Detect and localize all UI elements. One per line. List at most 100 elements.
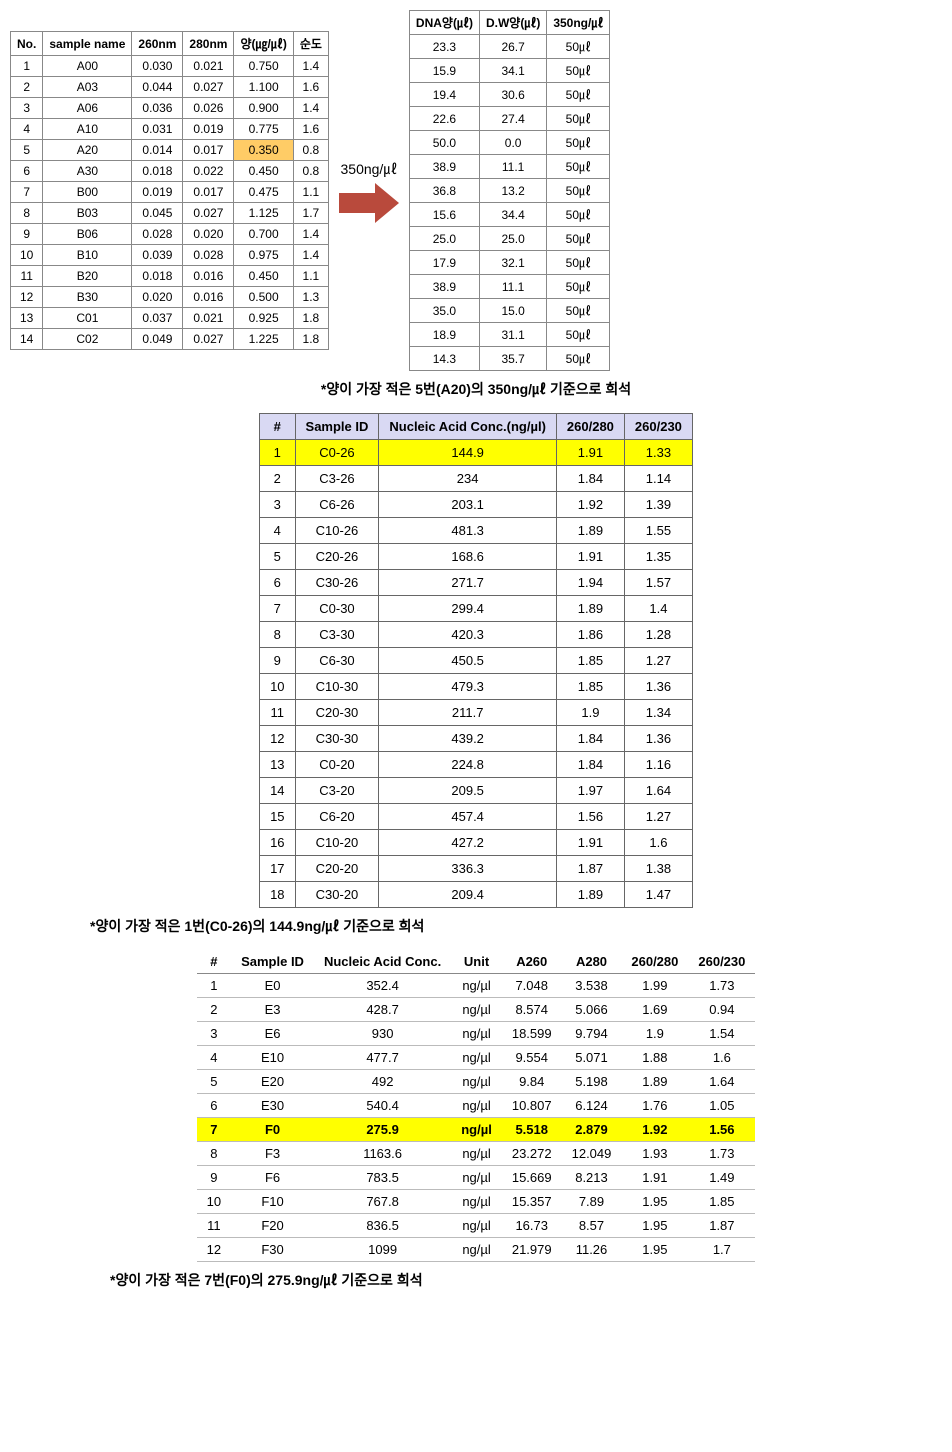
table-cell: 35.0 [409,299,479,323]
table-cell: C6-30 [295,648,379,674]
table-row: 3E6930ng/µl18.5999.7941.91.54 [197,1022,756,1046]
table-row: 16C10-20427.21.911.6 [260,830,693,856]
table-cell: ng/µl [451,1190,502,1214]
table-cell: A10 [43,119,132,140]
table-cell: 428.7 [314,998,451,1022]
table-cell: 14 [11,329,43,350]
table-row: 18C30-20209.41.891.47 [260,882,693,908]
table-cell: 14 [260,778,295,804]
table-cell: C0-26 [295,440,379,466]
table-cell: 6.124 [562,1094,622,1118]
table-cell: 50㎕ [547,299,610,323]
table-row: 17.932.150㎕ [409,251,609,275]
table-row: 23.326.750㎕ [409,35,609,59]
table-row: 2E3428.7ng/µl8.5745.0661.690.94 [197,998,756,1022]
table-row: 4A100.0310.0190.7751.6 [11,119,329,140]
table-cell: 1.89 [556,596,624,622]
column-header: # [197,950,231,974]
table-cell: 1.4 [293,56,328,77]
table-cell: 1.38 [624,856,692,882]
table-cell: 31.1 [479,323,546,347]
table-cell: ng/µl [451,1238,502,1262]
column-header: Nucleic Acid Conc.(ng/µl) [379,414,557,440]
table-cell: 0.019 [183,119,234,140]
table-cell: 1.69 [621,998,688,1022]
table-cell: 1.8 [293,308,328,329]
table-row: 3A060.0360.0260.9001.4 [11,98,329,119]
table-cell: 1.49 [688,1166,755,1190]
table-cell: E20 [231,1070,314,1094]
table-cell: C3-30 [295,622,379,648]
table-cell: 11.26 [562,1238,622,1262]
table-cell: C10-30 [295,674,379,700]
table-cell: 0.019 [132,182,183,203]
table-cell: 1.9 [621,1022,688,1046]
table-cell: ng/µl [451,1046,502,1070]
table-cell: 477.7 [314,1046,451,1070]
table-cell: 1.56 [688,1118,755,1142]
table-cell: 783.5 [314,1166,451,1190]
table-cell: 0.027 [183,77,234,98]
table-cell: 209.4 [379,882,557,908]
table-cell: 10.807 [502,1094,562,1118]
table-cell: 1.91 [556,440,624,466]
table-cell: 0.94 [688,998,755,1022]
table-cell: 10 [11,245,43,266]
table-cell: 32.1 [479,251,546,275]
table-cell: 1.88 [621,1046,688,1070]
table-cell: 0.017 [183,182,234,203]
table-cell: 50㎕ [547,275,610,299]
table-cell: 8.213 [562,1166,622,1190]
table-row: 2C3-262341.841.14 [260,466,693,492]
table-cell: 1.97 [556,778,624,804]
table-row: 10C10-30479.31.851.36 [260,674,693,700]
table-cell: 15.9 [409,59,479,83]
table-row: 13C0-20224.81.841.16 [260,752,693,778]
table-cell: 0.017 [183,140,234,161]
table-cell: 450.5 [379,648,557,674]
table-cell: 8.57 [562,1214,622,1238]
column-header: D.W양(㎕) [479,11,546,35]
column-header: 260/280 [621,950,688,974]
table-cell: 0.021 [183,308,234,329]
table-row: 8B030.0450.0271.1251.7 [11,203,329,224]
table-cell: 1.36 [624,674,692,700]
arrow-label: 350ng/㎕ [341,159,398,179]
table-row: 1E0352.4ng/µl7.0483.5381.991.73 [197,974,756,998]
table-row: 10F10767.8ng/µl15.3577.891.951.85 [197,1190,756,1214]
table-cell: 0.031 [132,119,183,140]
table-cell: C0-30 [295,596,379,622]
table-cell: 1.16 [624,752,692,778]
table-cell: 1.4 [293,245,328,266]
table-cell: 18.599 [502,1022,562,1046]
table-cell: 540.4 [314,1094,451,1118]
table-cell: 7.048 [502,974,562,998]
column-header: A260 [502,950,562,974]
table-row: 6C30-26271.71.941.57 [260,570,693,596]
table-row: 15C6-20457.41.561.27 [260,804,693,830]
table-cell: 1163.6 [314,1142,451,1166]
table-cell: 1.39 [624,492,692,518]
table-row: 7B000.0190.0170.4751.1 [11,182,329,203]
table-row: 14C3-20209.51.971.64 [260,778,693,804]
table-cell: B30 [43,287,132,308]
table-row: 14C020.0490.0271.2251.8 [11,329,329,350]
table-cell: 2 [11,77,43,98]
table-cell: ng/µl [451,1022,502,1046]
table-cell: 1.84 [556,466,624,492]
table-cell: 50㎕ [547,347,610,371]
table-cell: 1.34 [624,700,692,726]
table-row: 10B100.0390.0280.9751.4 [11,245,329,266]
table-cell: 1.95 [621,1238,688,1262]
table-cell: E3 [231,998,314,1022]
column-header: 260nm [132,32,183,56]
table-cell: 2 [197,998,231,1022]
table-cell: 439.2 [379,726,557,752]
table-cell: 0.020 [132,287,183,308]
table-cell: ng/µl [451,1118,502,1142]
table-cell: 0.016 [183,266,234,287]
table-cell: 0.475 [234,182,293,203]
table-cell: ng/µl [451,1070,502,1094]
table-cell: 1.99 [621,974,688,998]
table-cell: 168.6 [379,544,557,570]
